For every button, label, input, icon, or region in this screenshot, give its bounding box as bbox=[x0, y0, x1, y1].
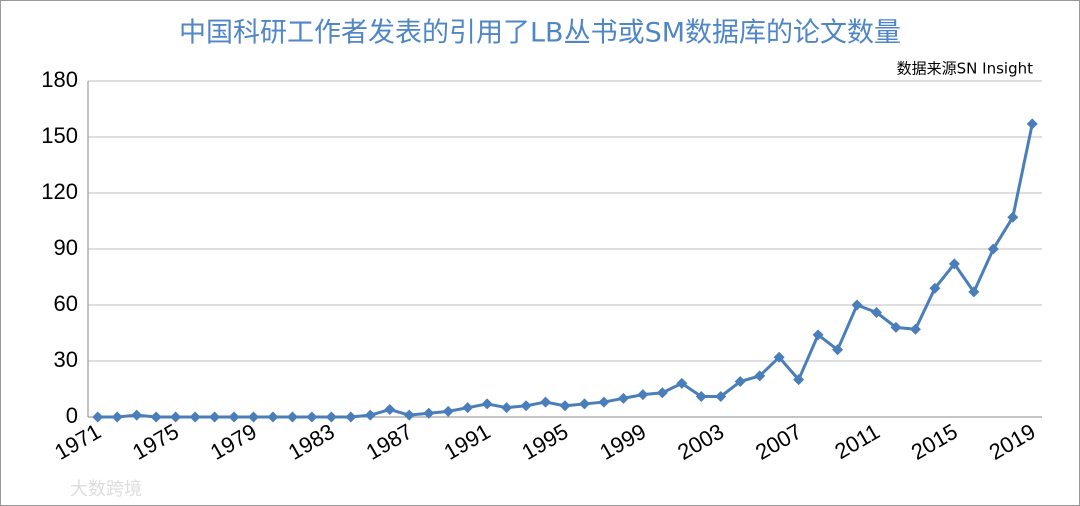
data-point bbox=[325, 411, 337, 423]
data-point bbox=[286, 411, 298, 423]
watermark: 大数跨境 bbox=[70, 479, 142, 500]
data-point bbox=[968, 286, 980, 298]
data-point bbox=[345, 411, 357, 423]
data-point bbox=[559, 400, 571, 412]
data-point bbox=[871, 306, 883, 318]
data-point bbox=[929, 282, 941, 294]
data-point bbox=[812, 329, 824, 341]
data-point bbox=[734, 376, 746, 388]
data-point bbox=[442, 405, 454, 417]
y-tick-label: 30 bbox=[54, 347, 78, 372]
data-point bbox=[520, 400, 532, 412]
source-note: 数据来源SN Insight bbox=[897, 60, 1033, 78]
data-point bbox=[637, 389, 649, 401]
data-point bbox=[92, 411, 104, 423]
data-point bbox=[578, 398, 590, 410]
data-point bbox=[501, 402, 513, 414]
y-tick-label: 120 bbox=[41, 179, 78, 204]
data-point bbox=[754, 370, 766, 382]
data-point bbox=[384, 404, 396, 416]
data-point bbox=[481, 398, 493, 410]
data-point bbox=[111, 411, 123, 423]
data-point bbox=[150, 411, 162, 423]
data-point bbox=[851, 299, 863, 311]
data-point bbox=[598, 396, 610, 408]
data-point bbox=[656, 387, 668, 399]
data-point bbox=[948, 258, 960, 270]
data-point bbox=[890, 321, 902, 333]
data-point bbox=[403, 409, 415, 421]
data-point bbox=[676, 377, 688, 389]
data-point bbox=[462, 402, 474, 414]
data-point bbox=[909, 323, 921, 335]
y-tick-label: 90 bbox=[54, 235, 78, 260]
data-point bbox=[209, 411, 221, 423]
data-point bbox=[423, 407, 435, 419]
data-point bbox=[267, 411, 279, 423]
data-point bbox=[793, 374, 805, 386]
data-point bbox=[1026, 118, 1038, 130]
data-point bbox=[1007, 211, 1019, 223]
y-tick-label: 180 bbox=[41, 67, 78, 92]
data-point bbox=[987, 243, 999, 255]
data-point bbox=[170, 411, 182, 423]
data-point bbox=[228, 411, 240, 423]
data-point bbox=[540, 396, 552, 408]
data-point bbox=[773, 351, 785, 363]
data-point bbox=[832, 344, 844, 356]
chart-title: 中国科研工作者发表的引用了LB丛书或SM数据库的论文数量 bbox=[179, 18, 901, 49]
data-point bbox=[695, 390, 707, 402]
y-tick-label: 150 bbox=[41, 123, 78, 148]
data-point bbox=[306, 411, 318, 423]
data-point bbox=[189, 411, 201, 423]
data-point bbox=[364, 409, 376, 421]
y-tick-label: 0 bbox=[66, 403, 78, 428]
data-point bbox=[131, 409, 143, 421]
data-point bbox=[247, 411, 259, 423]
data-point bbox=[715, 390, 727, 402]
y-tick-label: 60 bbox=[54, 291, 78, 316]
data-point bbox=[617, 392, 629, 404]
